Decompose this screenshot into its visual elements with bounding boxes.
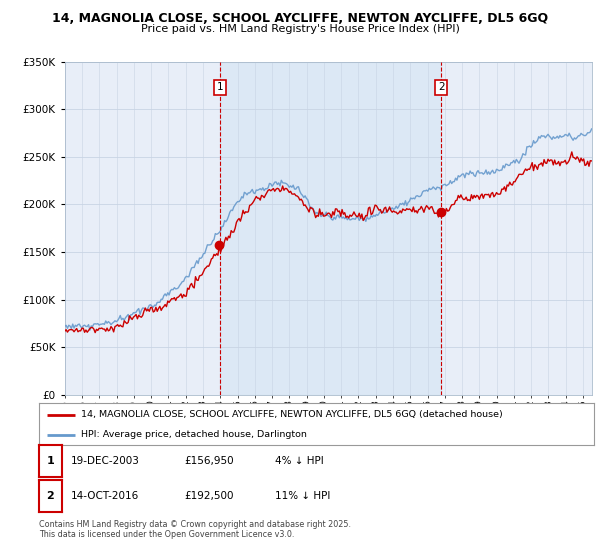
Text: Price paid vs. HM Land Registry's House Price Index (HPI): Price paid vs. HM Land Registry's House … <box>140 24 460 34</box>
Text: 4% ↓ HPI: 4% ↓ HPI <box>275 456 323 466</box>
Text: Contains HM Land Registry data © Crown copyright and database right 2025.
This d: Contains HM Land Registry data © Crown c… <box>39 520 351 539</box>
Text: 1: 1 <box>47 456 54 466</box>
Text: £192,500: £192,500 <box>185 491 235 501</box>
Text: 14, MAGNOLIA CLOSE, SCHOOL AYCLIFFE, NEWTON AYCLIFFE, DL5 6GQ: 14, MAGNOLIA CLOSE, SCHOOL AYCLIFFE, NEW… <box>52 12 548 25</box>
Text: HPI: Average price, detached house, Darlington: HPI: Average price, detached house, Darl… <box>80 430 307 439</box>
Text: 14-OCT-2016: 14-OCT-2016 <box>71 491 139 501</box>
Text: 19-DEC-2003: 19-DEC-2003 <box>71 456 140 466</box>
Text: 11% ↓ HPI: 11% ↓ HPI <box>275 491 330 501</box>
Text: £156,950: £156,950 <box>185 456 235 466</box>
Text: 2: 2 <box>438 82 445 92</box>
Text: 14, MAGNOLIA CLOSE, SCHOOL AYCLIFFE, NEWTON AYCLIFFE, DL5 6GQ (detached house): 14, MAGNOLIA CLOSE, SCHOOL AYCLIFFE, NEW… <box>80 410 502 419</box>
Bar <box>220 62 441 395</box>
Text: 1: 1 <box>217 82 223 92</box>
Text: 2: 2 <box>47 491 54 501</box>
